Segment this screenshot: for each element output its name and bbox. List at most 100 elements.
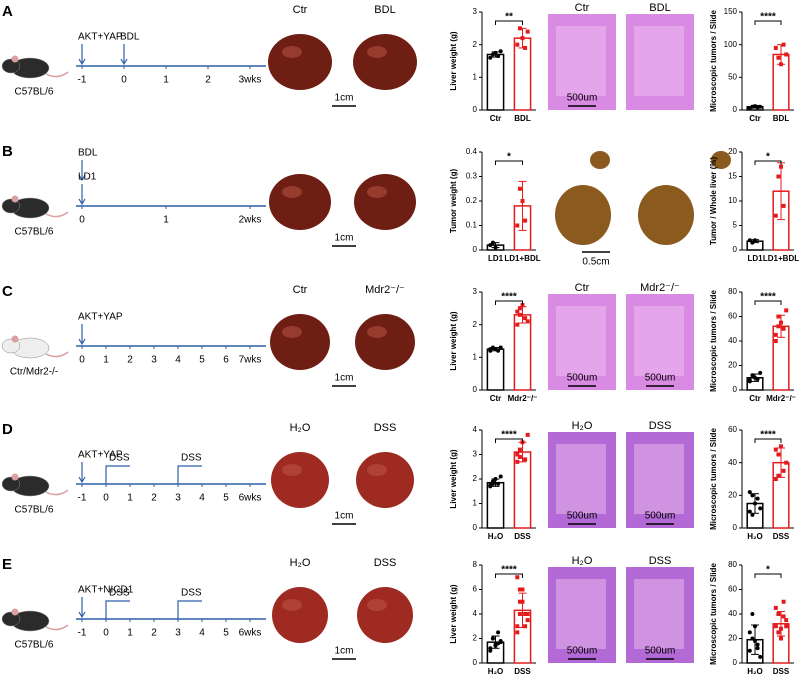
mouse-ear bbox=[11, 335, 19, 343]
histology-scale-label: 500um bbox=[567, 93, 598, 104]
data-point bbox=[523, 612, 528, 616]
y-tick-label: 0 bbox=[733, 658, 738, 667]
data-point bbox=[498, 345, 503, 350]
histology-image bbox=[626, 432, 694, 528]
data-point bbox=[776, 324, 781, 329]
data-point bbox=[517, 306, 522, 311]
mouse-tail bbox=[45, 489, 69, 496]
data-point bbox=[755, 376, 760, 381]
data-point bbox=[517, 312, 522, 317]
data-point bbox=[496, 348, 501, 353]
y-tick-label: 2 bbox=[473, 634, 478, 643]
treatment-label: DSS bbox=[181, 588, 202, 599]
y-tick-label: 10 bbox=[728, 196, 737, 205]
significance: **** bbox=[760, 292, 776, 303]
histology-image bbox=[548, 432, 616, 528]
significance: **** bbox=[760, 12, 776, 23]
scale-label: 1cm bbox=[335, 511, 354, 522]
timeline-label: 2 bbox=[151, 493, 157, 504]
data-point bbox=[523, 45, 528, 50]
data-point bbox=[779, 320, 783, 325]
data-point bbox=[753, 638, 757, 643]
data-point bbox=[755, 642, 760, 647]
histology-image bbox=[626, 14, 694, 110]
y-tick-label: 80 bbox=[728, 287, 737, 296]
data-point bbox=[784, 618, 789, 623]
y-tick-label: 150 bbox=[724, 7, 738, 16]
panel-label: A bbox=[2, 3, 13, 20]
data-point bbox=[517, 186, 522, 191]
histology-texture bbox=[634, 306, 684, 376]
histology-label: Ctr bbox=[575, 282, 590, 294]
x-tick-label: Mdr2⁻/⁻ bbox=[766, 394, 796, 403]
scale-label: 1cm bbox=[335, 646, 354, 657]
treatment-bracket bbox=[105, 465, 130, 484]
y-tick-label: 20 bbox=[728, 634, 737, 643]
data-point bbox=[525, 612, 530, 616]
data-point bbox=[773, 477, 778, 481]
y-tick-label: 0.4 bbox=[466, 147, 478, 156]
x-tick-label: H₂O bbox=[488, 667, 504, 676]
y-axis-title: Microscopic tumors / Slide bbox=[709, 563, 718, 665]
significance-bracket bbox=[495, 438, 523, 443]
y-tick-label: 15 bbox=[728, 172, 737, 181]
significance: **** bbox=[501, 430, 517, 441]
x-tick-label: DSS bbox=[773, 667, 790, 676]
mouse-head bbox=[1, 58, 21, 74]
x-tick-label: LD1 bbox=[488, 254, 504, 263]
data-point bbox=[753, 501, 757, 506]
timeline-label: 6wks bbox=[239, 493, 262, 504]
y-axis-title: Liver weight (g) bbox=[449, 311, 458, 370]
data-point bbox=[493, 50, 498, 55]
y-tick-label: 20 bbox=[728, 361, 737, 370]
treatment-label: DSS bbox=[181, 453, 202, 464]
data-point bbox=[750, 612, 755, 616]
timeline-label: 4 bbox=[199, 628, 205, 639]
data-point bbox=[773, 213, 778, 218]
strain: C57BL/6 bbox=[15, 505, 54, 516]
data-point bbox=[498, 49, 503, 54]
y-tick-label: 40 bbox=[728, 458, 737, 467]
panel-label: C bbox=[2, 283, 13, 300]
data-point bbox=[779, 636, 783, 641]
data-point bbox=[515, 322, 520, 327]
liver-shine bbox=[282, 46, 302, 58]
data-point bbox=[781, 203, 786, 208]
x-tick-label: DSS bbox=[514, 532, 531, 541]
mouse-ear bbox=[11, 195, 19, 203]
x-tick-label: Ctr bbox=[490, 394, 502, 403]
liver-shine bbox=[367, 326, 387, 338]
timeline-label: -1 bbox=[78, 75, 87, 86]
liver-photo bbox=[269, 174, 331, 230]
significance-bracket bbox=[754, 20, 782, 25]
data-point bbox=[773, 45, 778, 50]
liver-photo bbox=[268, 34, 332, 90]
y-tick-label: 0 bbox=[733, 385, 738, 394]
x-tick-label: Ctr bbox=[749, 394, 761, 403]
data-point bbox=[517, 599, 522, 604]
timeline-label: 5 bbox=[223, 628, 229, 639]
liver-photo bbox=[355, 314, 415, 370]
mouse-tail bbox=[45, 351, 69, 358]
data-point bbox=[776, 630, 781, 635]
tumor-photo bbox=[555, 185, 611, 245]
histology-label: Mdr2⁻/⁻ bbox=[640, 282, 680, 294]
mouse-tail bbox=[45, 624, 69, 631]
timeline-label: -1 bbox=[78, 493, 87, 504]
significance: **** bbox=[760, 430, 776, 441]
liver-shine bbox=[367, 186, 387, 198]
data-point bbox=[750, 373, 755, 378]
liver-shine bbox=[367, 464, 387, 476]
data-point bbox=[493, 245, 498, 250]
y-tick-label: 1 bbox=[473, 499, 478, 508]
data-point bbox=[784, 460, 789, 465]
data-point bbox=[755, 496, 760, 501]
data-point bbox=[784, 624, 789, 629]
y-tick-label: 6 bbox=[473, 585, 478, 594]
y-tick-label: 2 bbox=[473, 474, 478, 483]
data-point bbox=[520, 199, 525, 203]
bar bbox=[486, 53, 505, 111]
data-point bbox=[525, 29, 530, 34]
y-axis-title: Microscopic tumors / Slide bbox=[709, 10, 718, 112]
y-tick-label: 60 bbox=[728, 312, 737, 321]
